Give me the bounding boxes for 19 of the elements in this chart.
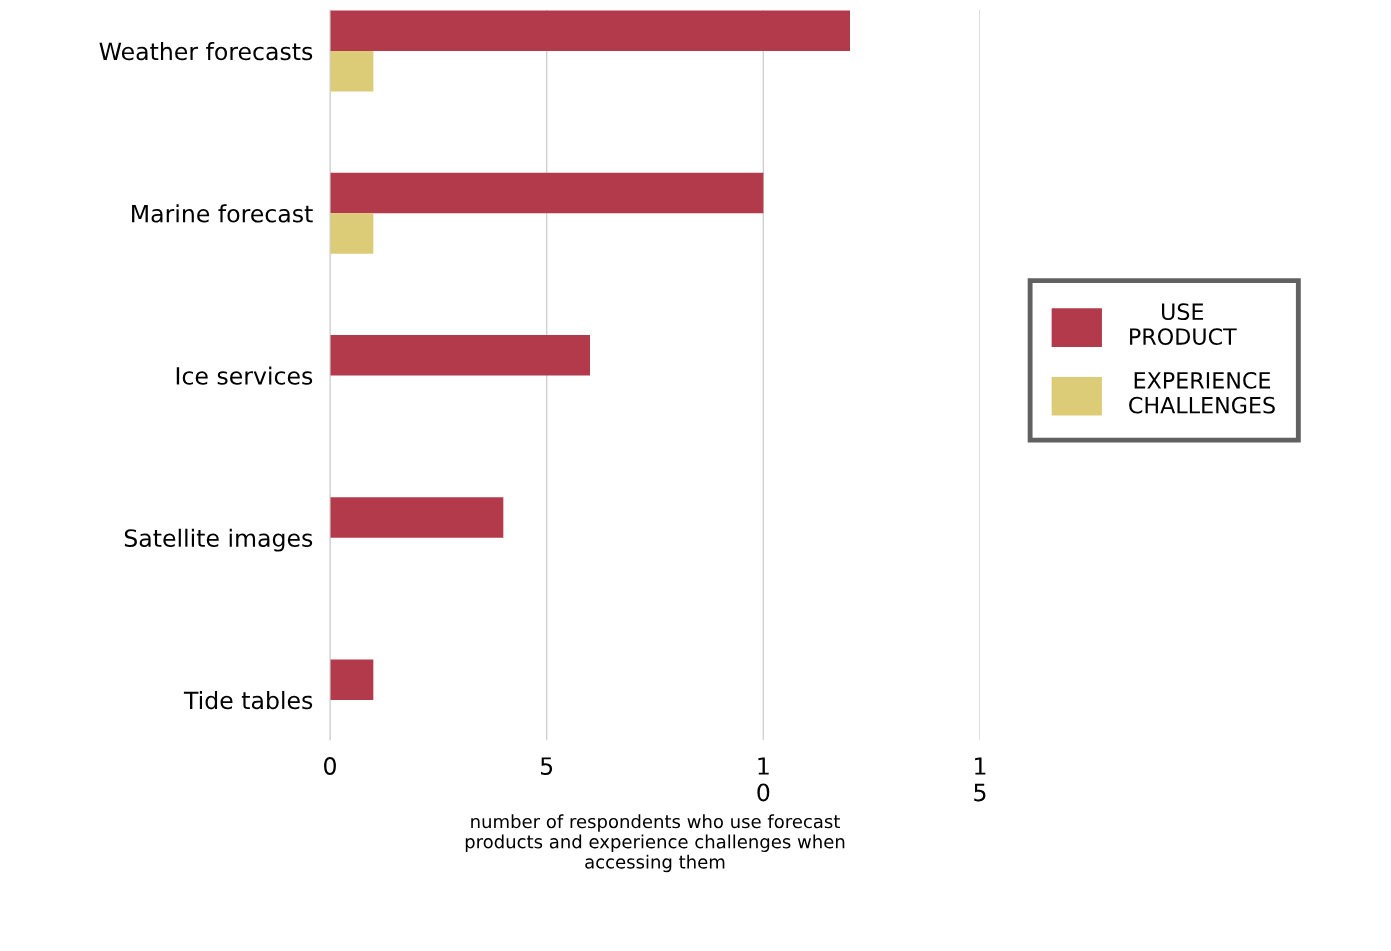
y-tick-label: Marine forecast: [132, 204, 313, 223]
text: USE PRODUCT: [1130, 303, 1237, 345]
bar: [330, 334, 590, 376]
x-tick-label: 1 5: [974, 757, 986, 802]
bar: [330, 51, 374, 92]
legend-label: EXPERIENCE CHALLENGES: [1129, 371, 1275, 414]
x-tick-label: 1 0: [757, 757, 770, 802]
bar: [330, 10, 850, 52]
bar: [330, 497, 504, 538]
y-tick-label: Weather forecasts: [99, 42, 313, 61]
bar: [330, 172, 764, 214]
x-axis-title: number of respondents who use forecast products and experience challenges when accessing them: [465, 814, 845, 873]
y-tick-label: Tide tables: [183, 690, 313, 710]
bar: [330, 213, 374, 254]
y-tick-label: Satellite images: [124, 528, 313, 552]
x-tick-label: 5: [540, 757, 553, 775]
bar: [330, 659, 374, 700]
x-tick-label: 0: [324, 757, 336, 775]
y-tick-label: Ice services: [176, 366, 313, 385]
